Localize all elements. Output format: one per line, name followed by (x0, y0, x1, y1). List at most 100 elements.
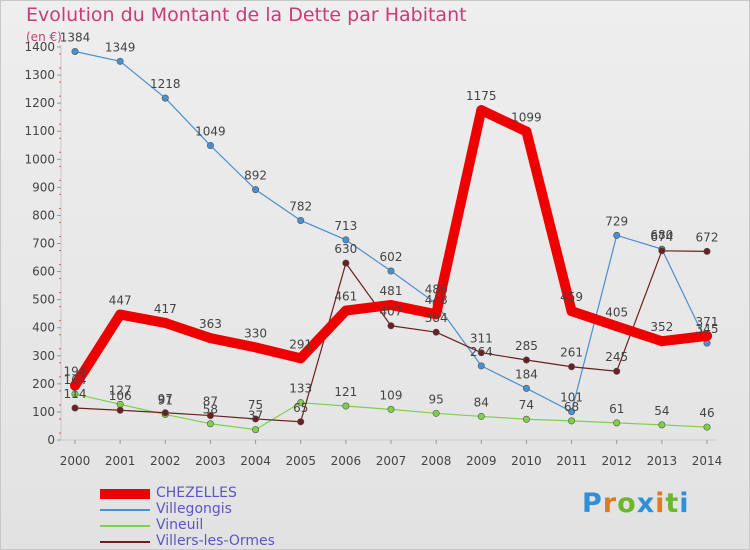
data-label-villegongis: 892 (244, 169, 267, 183)
data-point-chezelles (702, 330, 712, 341)
data-point-vineuil (252, 426, 260, 434)
data-label-vineuil: 109 (380, 388, 403, 402)
y-tick-label: 900 (32, 180, 55, 194)
data-label-villers-les-ormes: 114 (64, 387, 87, 401)
data-point-vineuil (387, 405, 395, 413)
y-tick-label: 200 (32, 377, 55, 391)
data-point-villegongis (613, 231, 621, 239)
data-label-villegongis: 602 (380, 250, 403, 264)
y-tick-label: 1200 (24, 96, 55, 110)
logo-letter: i (655, 488, 666, 519)
data-label-villers-les-ormes: 106 (109, 389, 132, 403)
logo-letter: i (679, 488, 690, 519)
data-point-villegongis (252, 186, 260, 194)
data-point-chezelles (476, 105, 487, 116)
data-point-villers-les-ormes (568, 363, 576, 371)
data-point-villegongis (206, 142, 214, 150)
data-point-chezelles (566, 306, 577, 317)
data-label-chezelles: 194 (64, 365, 87, 379)
data-label-villers-les-ormes: 245 (605, 350, 628, 364)
y-tick-label: 300 (32, 349, 55, 363)
x-tick-label: 2003 (195, 454, 226, 468)
data-label-vineuil: 68 (564, 400, 579, 414)
data-point-villegongis (297, 216, 305, 224)
data-label-chezelles: 417 (154, 302, 177, 316)
data-label-villers-les-ormes: 261 (560, 346, 583, 360)
data-point-villegongis (477, 362, 485, 370)
data-label-villers-les-ormes: 311 (470, 332, 493, 346)
legend-label: Villegongis (156, 501, 232, 517)
data-label-vineuil: 61 (609, 402, 624, 416)
data-label-villegongis: 1049 (195, 125, 226, 139)
data-point-chezelles (656, 336, 667, 347)
logo-letter: x (636, 488, 656, 519)
data-label-vineuil: 84 (474, 395, 489, 409)
data-label-villegongis: 1218 (150, 77, 181, 91)
data-point-villers-les-ormes (206, 412, 214, 420)
y-unit-label: (en €) (26, 30, 62, 44)
proxiti-logo: Proxiti (582, 488, 690, 519)
x-tick-label: 2010 (511, 454, 542, 468)
data-point-villegongis (342, 236, 350, 244)
data-label-vineuil: 127 (109, 383, 132, 397)
legend-swatch (100, 489, 150, 499)
data-label-chezelles: 363 (199, 317, 222, 331)
data-label-chezelles: 1099 (511, 110, 542, 124)
data-point-chezelles (386, 299, 396, 310)
data-point-vineuil (522, 415, 530, 423)
data-point-chezelles (70, 380, 80, 391)
x-tick-label: 2011 (556, 454, 587, 468)
data-point-vineuil (568, 417, 576, 425)
data-label-vineuil: 91 (158, 393, 173, 407)
data-point-chezelles (340, 305, 351, 316)
data-point-villers-les-ormes (252, 415, 260, 423)
data-label-vineuil: 37 (248, 409, 263, 423)
data-point-villers-les-ormes (161, 409, 169, 417)
data-label-chezelles: 1175 (466, 89, 497, 103)
data-label-villegongis: 713 (334, 219, 357, 233)
data-label-villegongis: 101 (560, 391, 583, 405)
data-label-vineuil: 95 (429, 392, 444, 406)
x-tick-label: 2001 (105, 454, 136, 468)
data-label-villegongis: 1384 (60, 30, 91, 44)
data-label-villers-les-ormes: 674 (650, 230, 673, 244)
data-point-villers-les-ormes (71, 404, 79, 412)
data-point-villegongis (568, 408, 576, 416)
data-label-vineuil: 54 (654, 404, 669, 418)
data-point-villers-les-ormes (613, 367, 621, 375)
y-tick-label: 800 (32, 208, 55, 222)
y-tick-label: 1400 (24, 40, 55, 54)
data-label-villegongis: 264 (470, 345, 493, 359)
legend-label: Vineuil (156, 517, 204, 533)
y-tick-label: 1300 (24, 68, 55, 82)
data-point-villers-les-ormes (658, 247, 666, 255)
legend-swatch (100, 541, 150, 543)
data-point-villegongis (161, 94, 169, 102)
data-point-vineuil (477, 412, 485, 420)
data-point-villers-les-ormes (116, 406, 124, 414)
data-label-villers-les-ormes: 407 (380, 305, 403, 319)
data-point-villegongis (522, 384, 530, 392)
x-tick-label: 2012 (601, 454, 632, 468)
data-label-vineuil: 46 (699, 406, 714, 420)
data-point-vineuil (71, 390, 79, 398)
data-point-chezelles (205, 333, 216, 344)
data-point-vineuil (703, 423, 711, 431)
data-label-villegongis: 345 (696, 322, 719, 336)
y-tick-label: 700 (32, 237, 55, 251)
data-point-villegongis (71, 47, 79, 55)
data-label-villers-les-ormes: 285 (515, 339, 538, 353)
data-point-vineuil (658, 421, 666, 429)
legend-swatch (100, 509, 150, 511)
x-tick-label: 2013 (647, 454, 678, 468)
data-label-villers-les-ormes: 384 (425, 311, 448, 325)
y-tick-label: 1100 (24, 124, 55, 138)
data-label-villers-les-ormes: 65 (293, 401, 308, 415)
data-label-chezelles: 352 (650, 320, 673, 334)
data-label-chezelles: 371 (696, 315, 719, 329)
data-label-villegongis: 1349 (105, 40, 136, 54)
data-point-villers-les-ormes (522, 356, 530, 364)
data-label-villegongis: 486 (425, 283, 448, 297)
